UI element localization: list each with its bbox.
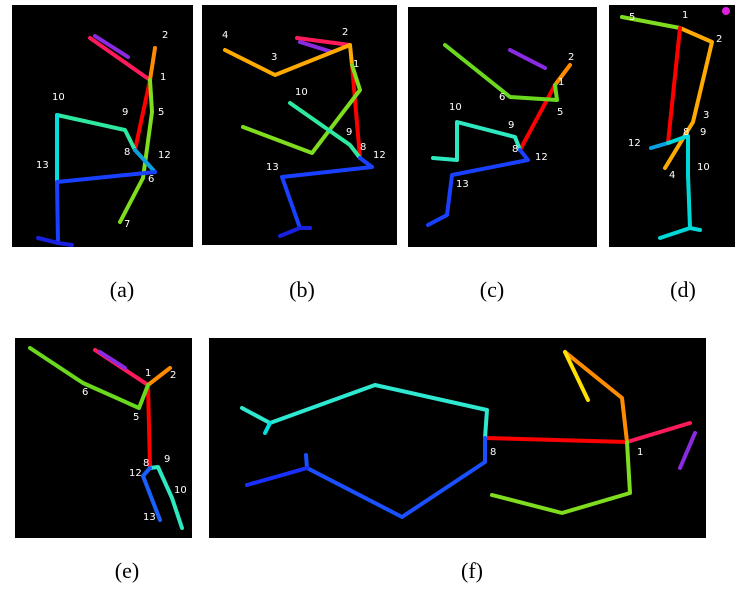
joint-label: 2 xyxy=(568,52,574,63)
joint-label: 12 xyxy=(158,150,171,161)
joint-label: 1 xyxy=(160,72,166,83)
joint-label: 6 xyxy=(499,92,505,103)
panel-b xyxy=(202,5,397,245)
joint-label: 6 xyxy=(148,174,154,185)
panel-a xyxy=(12,5,193,247)
joint-label: 12 xyxy=(373,150,386,161)
panel-bg xyxy=(15,338,192,538)
joint-label: 8 xyxy=(143,458,149,469)
joint-label: 1 xyxy=(558,77,564,88)
joint-label: 10 xyxy=(449,102,462,113)
joint-label: 5 xyxy=(557,107,563,118)
joint-label: 10 xyxy=(697,162,710,173)
joint-label: 9 xyxy=(122,107,128,118)
joint-label: 9 xyxy=(164,454,170,465)
joint-label: 1 xyxy=(637,447,643,458)
joint-label: 12 xyxy=(129,468,142,479)
joint-label: 6 xyxy=(82,387,88,398)
joint-label: 8 xyxy=(490,447,496,458)
joint-label: 5 xyxy=(133,412,139,423)
joint-label: 3 xyxy=(271,52,277,63)
joint-label: 4 xyxy=(222,30,228,41)
joint-label: 12 xyxy=(628,138,641,149)
panel-caption: (c) xyxy=(480,277,504,302)
joint-label: 5 xyxy=(158,107,164,118)
panel-e xyxy=(15,338,192,538)
panel-c xyxy=(408,7,597,247)
joint-label: 10 xyxy=(52,92,65,103)
joint-label: 10 xyxy=(174,485,187,496)
joint-label: 13 xyxy=(456,179,469,190)
joint-label: 9 xyxy=(700,127,706,138)
panel-bg xyxy=(408,7,597,247)
joint-label: 2 xyxy=(342,27,348,38)
joint-label: 3 xyxy=(703,110,709,121)
joint-label: 8 xyxy=(360,142,366,153)
joint-label: 8 xyxy=(124,147,130,158)
joint-label: 8 xyxy=(512,144,518,155)
joint-label: 13 xyxy=(143,512,156,523)
panel-caption: (e) xyxy=(115,558,139,583)
joint-label: 2 xyxy=(716,34,722,45)
figure: 2110958121367423110981213216510981213512… xyxy=(0,0,739,601)
panel-caption: (f) xyxy=(461,558,483,583)
panel-caption: (d) xyxy=(670,277,696,302)
joint-label: 1 xyxy=(145,368,151,379)
joint xyxy=(722,7,730,15)
joint-label: 1 xyxy=(353,59,359,70)
joint-label: 7 xyxy=(124,219,130,230)
joint-label: 9 xyxy=(508,120,514,131)
joint-label: 4 xyxy=(669,170,675,181)
joint-label: 9 xyxy=(346,127,352,138)
joint-label: 13 xyxy=(36,160,49,171)
joint-label: 5 xyxy=(629,12,635,23)
joint-label: 2 xyxy=(170,370,176,381)
joint-label: 8 xyxy=(683,127,689,138)
joint-label: 10 xyxy=(295,87,308,98)
joint-label: 1 xyxy=(682,10,688,21)
joint-label: 12 xyxy=(535,152,548,163)
joint-label: 13 xyxy=(266,162,279,173)
panel-bg xyxy=(209,338,706,538)
panel-caption: (a) xyxy=(110,277,134,302)
panel-f xyxy=(209,338,706,538)
joint-label: 2 xyxy=(162,30,168,41)
panel-caption: (b) xyxy=(289,277,315,302)
